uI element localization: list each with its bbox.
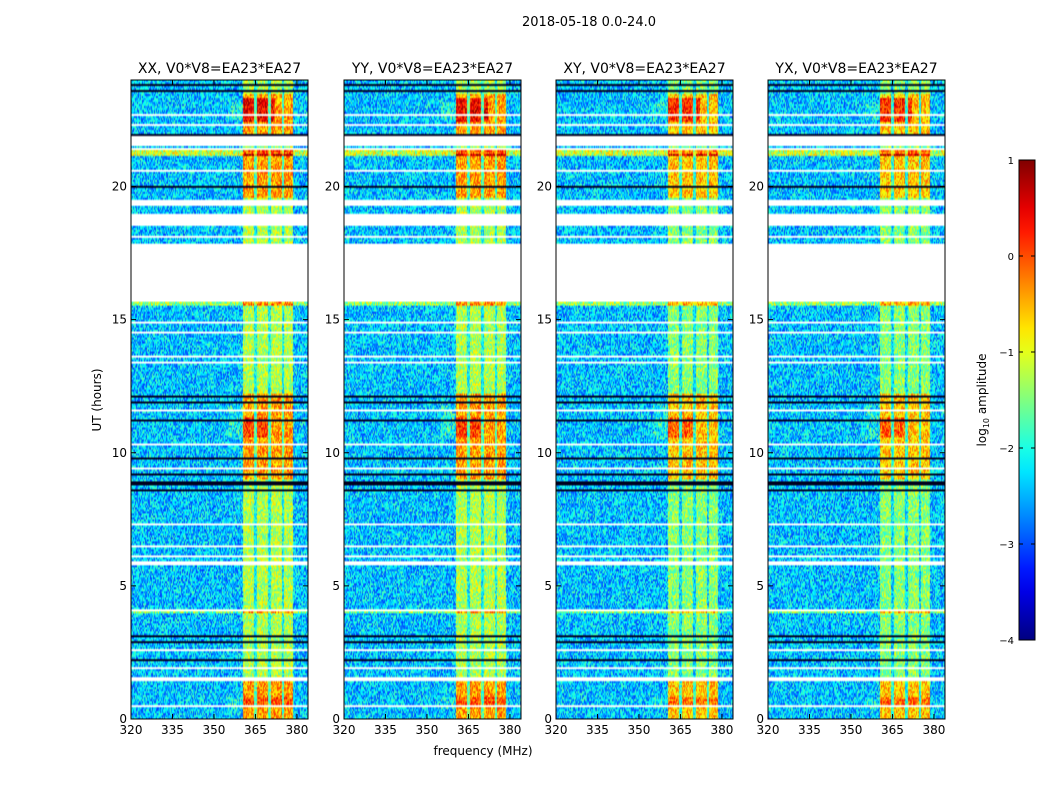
colorbar-tick-label: −2 bbox=[999, 444, 1014, 455]
y-tick-label: 0 bbox=[332, 712, 340, 726]
y-tick-label: 15 bbox=[749, 313, 764, 327]
x-tick-label: 365 bbox=[881, 723, 904, 737]
panel-frame bbox=[130, 79, 309, 720]
x-tick-label: 380 bbox=[285, 723, 308, 737]
x-tick-label: 380 bbox=[922, 723, 945, 737]
panel-title: YY, V0*V8=EA23*EA27 bbox=[351, 61, 513, 77]
y-tick-label: 20 bbox=[325, 180, 340, 194]
panel-xy: XY, V0*V8=EA23*EA27 320 335 350 365 380 0 5 10 15… bbox=[537, 61, 734, 737]
y-tick-label: 15 bbox=[112, 313, 127, 327]
x-tick-label: 320 bbox=[545, 723, 568, 737]
x-tick-label: 335 bbox=[798, 723, 821, 737]
x-tick-label: 320 bbox=[333, 723, 356, 737]
x-tick-label: 320 bbox=[757, 723, 780, 737]
x-tick-label: 365 bbox=[457, 723, 480, 737]
x-tick-label: 350 bbox=[416, 723, 439, 737]
panel-frame bbox=[767, 79, 946, 720]
colorbar-tick-label: −3 bbox=[999, 540, 1014, 551]
x-tick-label: 365 bbox=[669, 723, 692, 737]
y-tick-label: 20 bbox=[749, 180, 764, 194]
y-tick-label: 20 bbox=[112, 180, 127, 194]
colorbar-gradient bbox=[1018, 159, 1036, 641]
panel-xx: XX, V0*V8=EA23*EA27 320 335 350 365 380 0 5 10 15… bbox=[112, 61, 309, 737]
colorbar-label: log10 amplitude bbox=[975, 354, 991, 447]
y-tick-label: 0 bbox=[544, 712, 552, 726]
colorbar: 1 0 −1 −2 −3 −4 bbox=[999, 156, 1036, 647]
y-tick-label: 10 bbox=[537, 446, 552, 460]
y-tick-label: 15 bbox=[537, 313, 552, 327]
panel-yx: YX, V0*V8=EA23*EA27 320 335 350 365 380 0 5 10 15… bbox=[749, 61, 946, 737]
y-tick-label: 5 bbox=[756, 579, 764, 593]
panels-group: XX, V0*V8=EA23*EA27 320 335 350 365 380 0 5 10 15… bbox=[112, 61, 946, 737]
heatmap-image bbox=[131, 80, 308, 719]
y-tick-label: 10 bbox=[749, 446, 764, 460]
y-tick-label: 5 bbox=[544, 579, 552, 593]
x-tick-label: 380 bbox=[498, 723, 521, 737]
y-tick-label: 0 bbox=[119, 712, 127, 726]
heatmap-image bbox=[556, 80, 733, 719]
colorbar-tick-label: 0 bbox=[1008, 252, 1014, 263]
panel-frame bbox=[343, 79, 522, 720]
y-tick-label: 15 bbox=[325, 313, 340, 327]
panel-title: XY, V0*V8=EA23*EA27 bbox=[563, 61, 725, 77]
y-tick-label: 5 bbox=[119, 579, 127, 593]
heatmap-image bbox=[344, 80, 521, 719]
panel-frame bbox=[555, 79, 734, 720]
x-tick-label: 350 bbox=[628, 723, 651, 737]
y-axis-label: UT (hours) bbox=[90, 368, 104, 431]
y-tick-label: 20 bbox=[537, 180, 552, 194]
x-tick-label: 335 bbox=[374, 723, 397, 737]
y-tick-label: 10 bbox=[112, 446, 127, 460]
panel-title: YX, V0*V8=EA23*EA27 bbox=[774, 61, 937, 77]
y-tick-label: 5 bbox=[332, 579, 340, 593]
panel-title: XX, V0*V8=EA23*EA27 bbox=[138, 61, 301, 77]
panel-yy: YY, V0*V8=EA23*EA27 320 335 350 365 380 0 5 10 15… bbox=[325, 61, 522, 737]
heatmap-image bbox=[768, 80, 945, 719]
x-axis-label: frequency (MHz) bbox=[433, 744, 532, 758]
y-tick-label: 0 bbox=[756, 712, 764, 726]
colorbar-tick-label: −1 bbox=[999, 348, 1014, 359]
x-tick-label: 380 bbox=[710, 723, 733, 737]
colorbar-tick-label: 1 bbox=[1008, 156, 1014, 167]
colorbar-tick-label: −4 bbox=[999, 636, 1014, 647]
x-tick-label: 350 bbox=[840, 723, 863, 737]
x-tick-label: 350 bbox=[203, 723, 226, 737]
x-tick-label: 335 bbox=[161, 723, 184, 737]
x-tick-label: 320 bbox=[120, 723, 143, 737]
figure-suptitle: 2018-05-18 0.0-24.0 bbox=[522, 15, 656, 30]
y-tick-label: 10 bbox=[325, 446, 340, 460]
x-tick-label: 335 bbox=[586, 723, 609, 737]
x-tick-label: 365 bbox=[244, 723, 267, 737]
